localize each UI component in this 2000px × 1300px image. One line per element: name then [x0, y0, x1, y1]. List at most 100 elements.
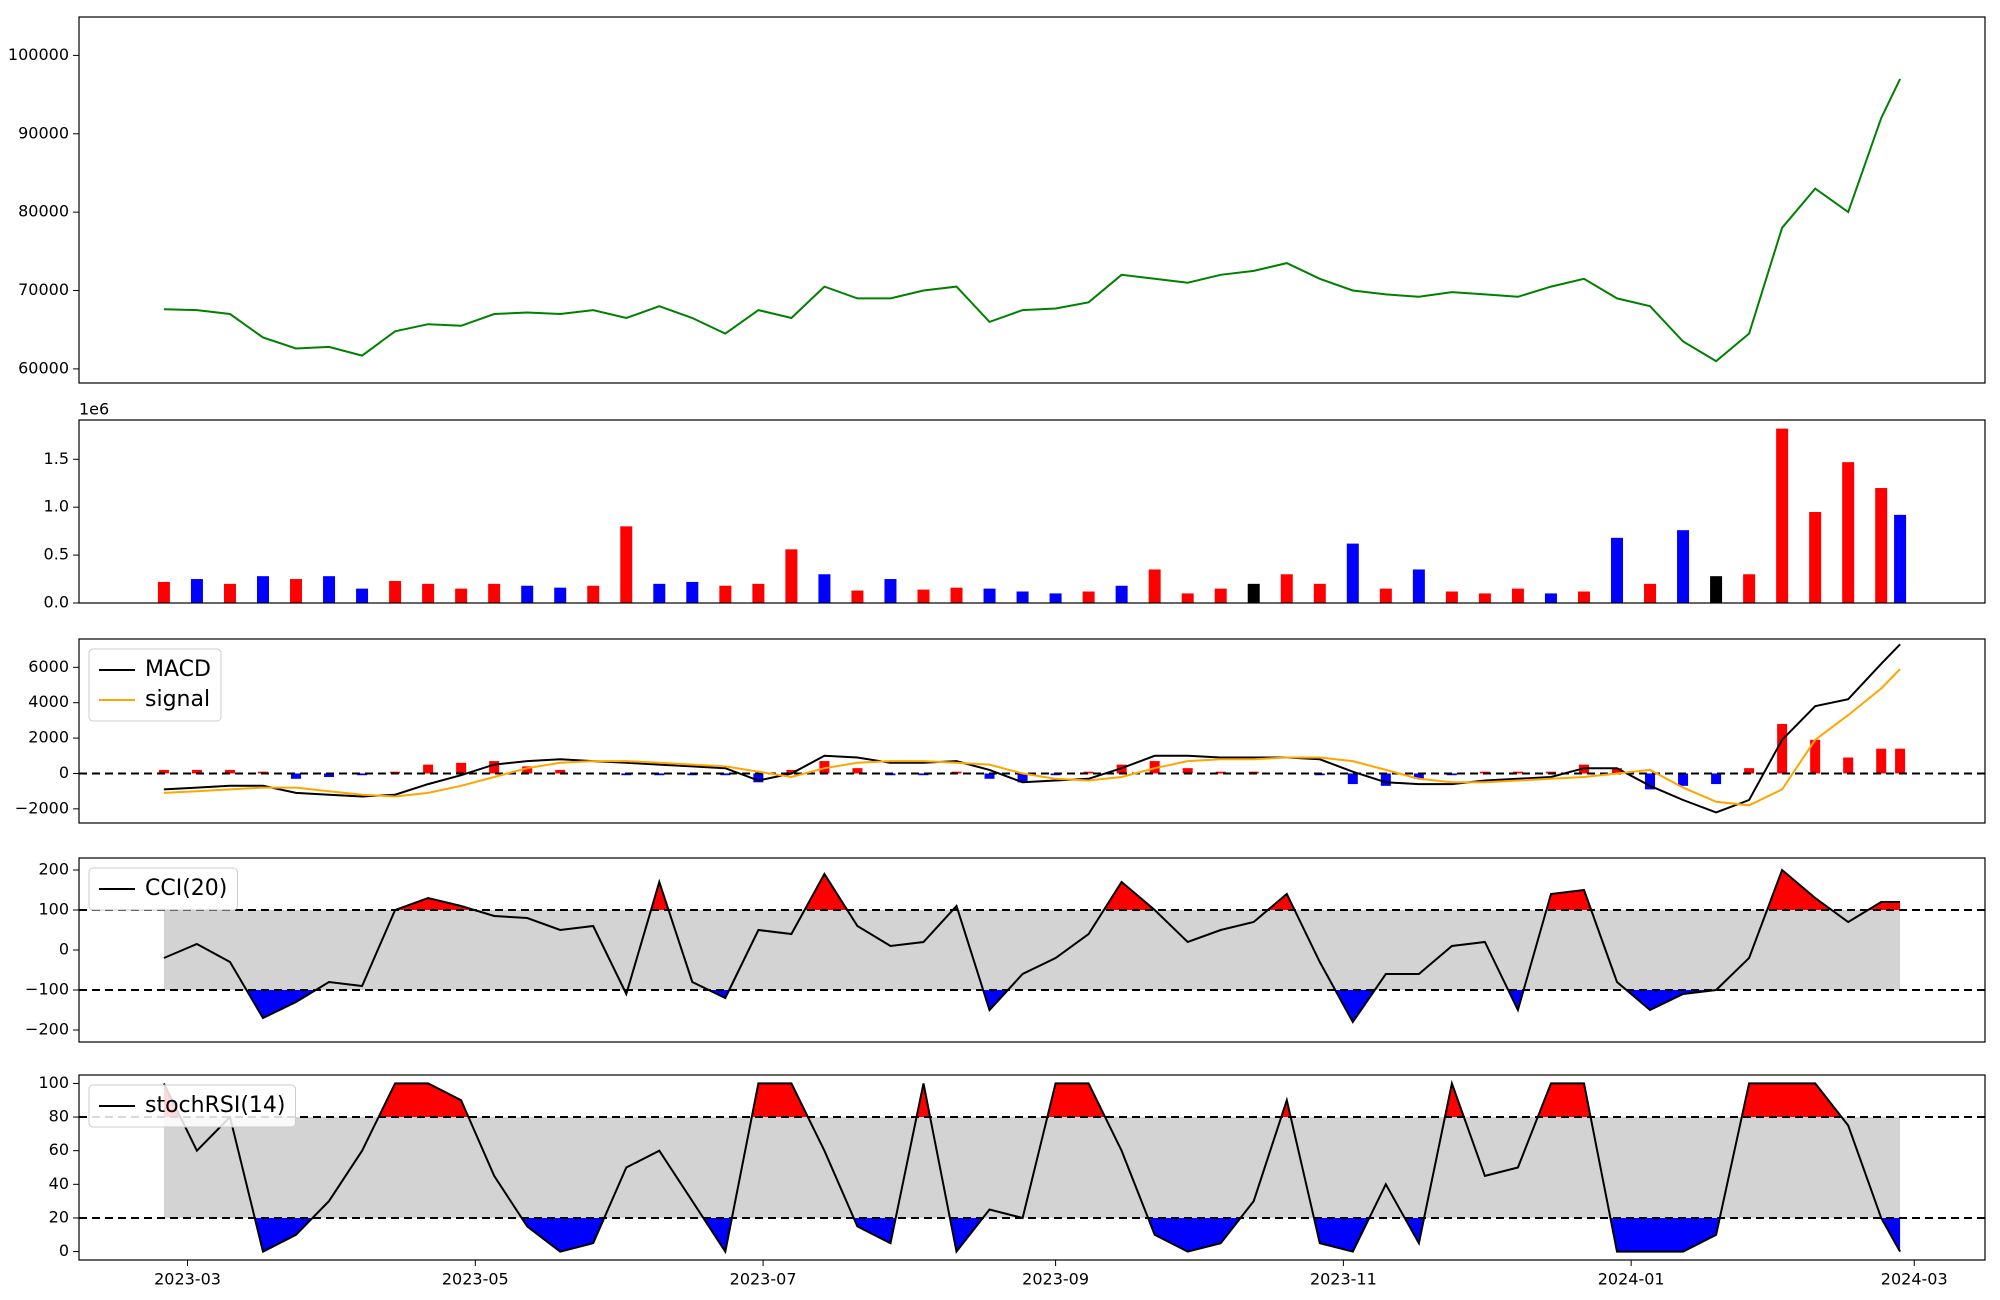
histogram-bar [654, 773, 665, 776]
volume-bar [356, 588, 369, 603]
volume-bar [752, 583, 765, 603]
y-tick-label: 40 [49, 1174, 69, 1193]
volume-bar [1247, 583, 1260, 603]
y-tick-label: 80 [49, 1107, 69, 1126]
volume-bar [587, 585, 600, 603]
indicator-line [163, 868, 1901, 1024]
volume-bar [256, 576, 269, 603]
y-tick-label: 1.0 [44, 497, 69, 516]
histogram-bar [1512, 771, 1523, 774]
histogram-bar [191, 769, 202, 774]
volume-bar [1875, 488, 1888, 603]
histogram-bar [1810, 739, 1821, 774]
volume-bar [455, 588, 468, 603]
histogram-bar [1380, 773, 1391, 786]
y-tick-label: 0.5 [44, 545, 69, 564]
y-tick-label: −200 [25, 1020, 69, 1039]
histogram-bar [291, 773, 302, 779]
volume-bar [1544, 593, 1557, 603]
x-tick-label: 2023-09 [1022, 1270, 1089, 1289]
histogram-bar [1413, 773, 1424, 779]
histogram-bar [1083, 771, 1094, 774]
volume-bar [1809, 511, 1822, 603]
histogram-bar [1895, 748, 1906, 774]
plot-frame [78, 1074, 1986, 1261]
oversold-fill [254, 1217, 1901, 1252]
volume-bar [1280, 574, 1293, 603]
y-tick-label: 4000 [28, 692, 69, 711]
histogram-bar [158, 769, 169, 774]
plot-frame [78, 16, 1986, 384]
legend: CCI(20) [88, 867, 238, 911]
histogram-bar [918, 773, 929, 776]
y-tick-label: 2000 [28, 728, 69, 747]
y-tick-label: 100 [38, 900, 69, 919]
y-tick-label: 0.0 [44, 593, 69, 612]
volume-bar [1710, 576, 1723, 603]
x-tick-label: 2023-03 [154, 1270, 221, 1289]
legend-label: CCI(20) [145, 876, 227, 901]
volume-bar [1511, 588, 1524, 603]
volume-bar [1577, 591, 1590, 603]
volume-bar [1743, 574, 1756, 603]
histogram-bar [224, 769, 235, 774]
y-tick-label: 60 [49, 1140, 69, 1159]
volume-bar [1776, 428, 1789, 603]
y-tick-label: −100 [25, 980, 69, 999]
volume-bar [1379, 588, 1392, 603]
volume-bar [1445, 591, 1458, 603]
x-tick-label: 2024-01 [1598, 1270, 1665, 1289]
plot-frame [78, 857, 1986, 1043]
volume-bar [1082, 591, 1095, 603]
y-tick-label: 200 [38, 860, 69, 879]
histogram-bar [984, 773, 995, 779]
histogram-bar [357, 773, 368, 776]
volume-bar [1677, 530, 1690, 603]
y-tick-label: 90000 [18, 123, 69, 142]
x-tick-label: 2023-07 [730, 1270, 797, 1289]
legend-label: stochRSI(14) [145, 1093, 286, 1118]
volume-bar [851, 590, 864, 603]
y-tick-label: 0 [59, 1241, 69, 1260]
volume-bar [1478, 593, 1491, 603]
neutral-band [163, 910, 1901, 990]
volume-bar [785, 549, 798, 603]
histogram-bar [1843, 757, 1854, 774]
histogram-bar [1711, 773, 1722, 785]
volume-bar [323, 576, 336, 603]
histogram-bar [1876, 748, 1887, 774]
y-tick-label: 100 [38, 1073, 69, 1092]
volume-bar [1148, 569, 1161, 603]
volume-bar [818, 574, 831, 603]
plot-frame [78, 638, 1986, 824]
volume-bar [950, 587, 963, 603]
y-tick-label: −2000 [15, 798, 69, 817]
volume-bar [1214, 588, 1227, 603]
volume-bar [1313, 583, 1326, 603]
legend-label: signal [145, 687, 210, 712]
histogram-bar [489, 761, 500, 774]
volume-bar [917, 589, 930, 603]
indicator-line [163, 643, 1901, 814]
x-tick-label: 2024-03 [1881, 1270, 1948, 1289]
volume-bar [1181, 593, 1194, 603]
volume-bar [1412, 569, 1425, 603]
volume-bar [1611, 537, 1624, 603]
y-tick-label: 60000 [18, 358, 69, 377]
volume-bar [290, 579, 303, 603]
volume-bar [389, 580, 402, 603]
y-tick-label: 1.5 [44, 449, 69, 468]
volume-bar [554, 587, 567, 603]
y-tick-label: 0 [59, 763, 69, 782]
volume-bar [488, 583, 501, 603]
histogram-bar [324, 773, 335, 777]
y-tick-label: 100000 [8, 45, 69, 64]
histogram-bar [753, 773, 764, 783]
plot-area [79, 17, 1985, 383]
histogram-bar [852, 768, 863, 774]
neutral-band [163, 1117, 1901, 1218]
histogram-bar [1612, 768, 1623, 774]
volume-bar [223, 583, 236, 603]
y-tick-label: 80000 [18, 202, 69, 221]
